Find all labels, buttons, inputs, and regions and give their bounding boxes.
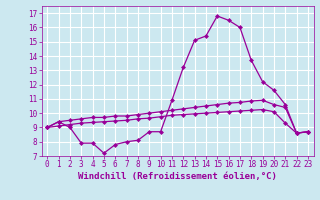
X-axis label: Windchill (Refroidissement éolien,°C): Windchill (Refroidissement éolien,°C) [78, 172, 277, 181]
